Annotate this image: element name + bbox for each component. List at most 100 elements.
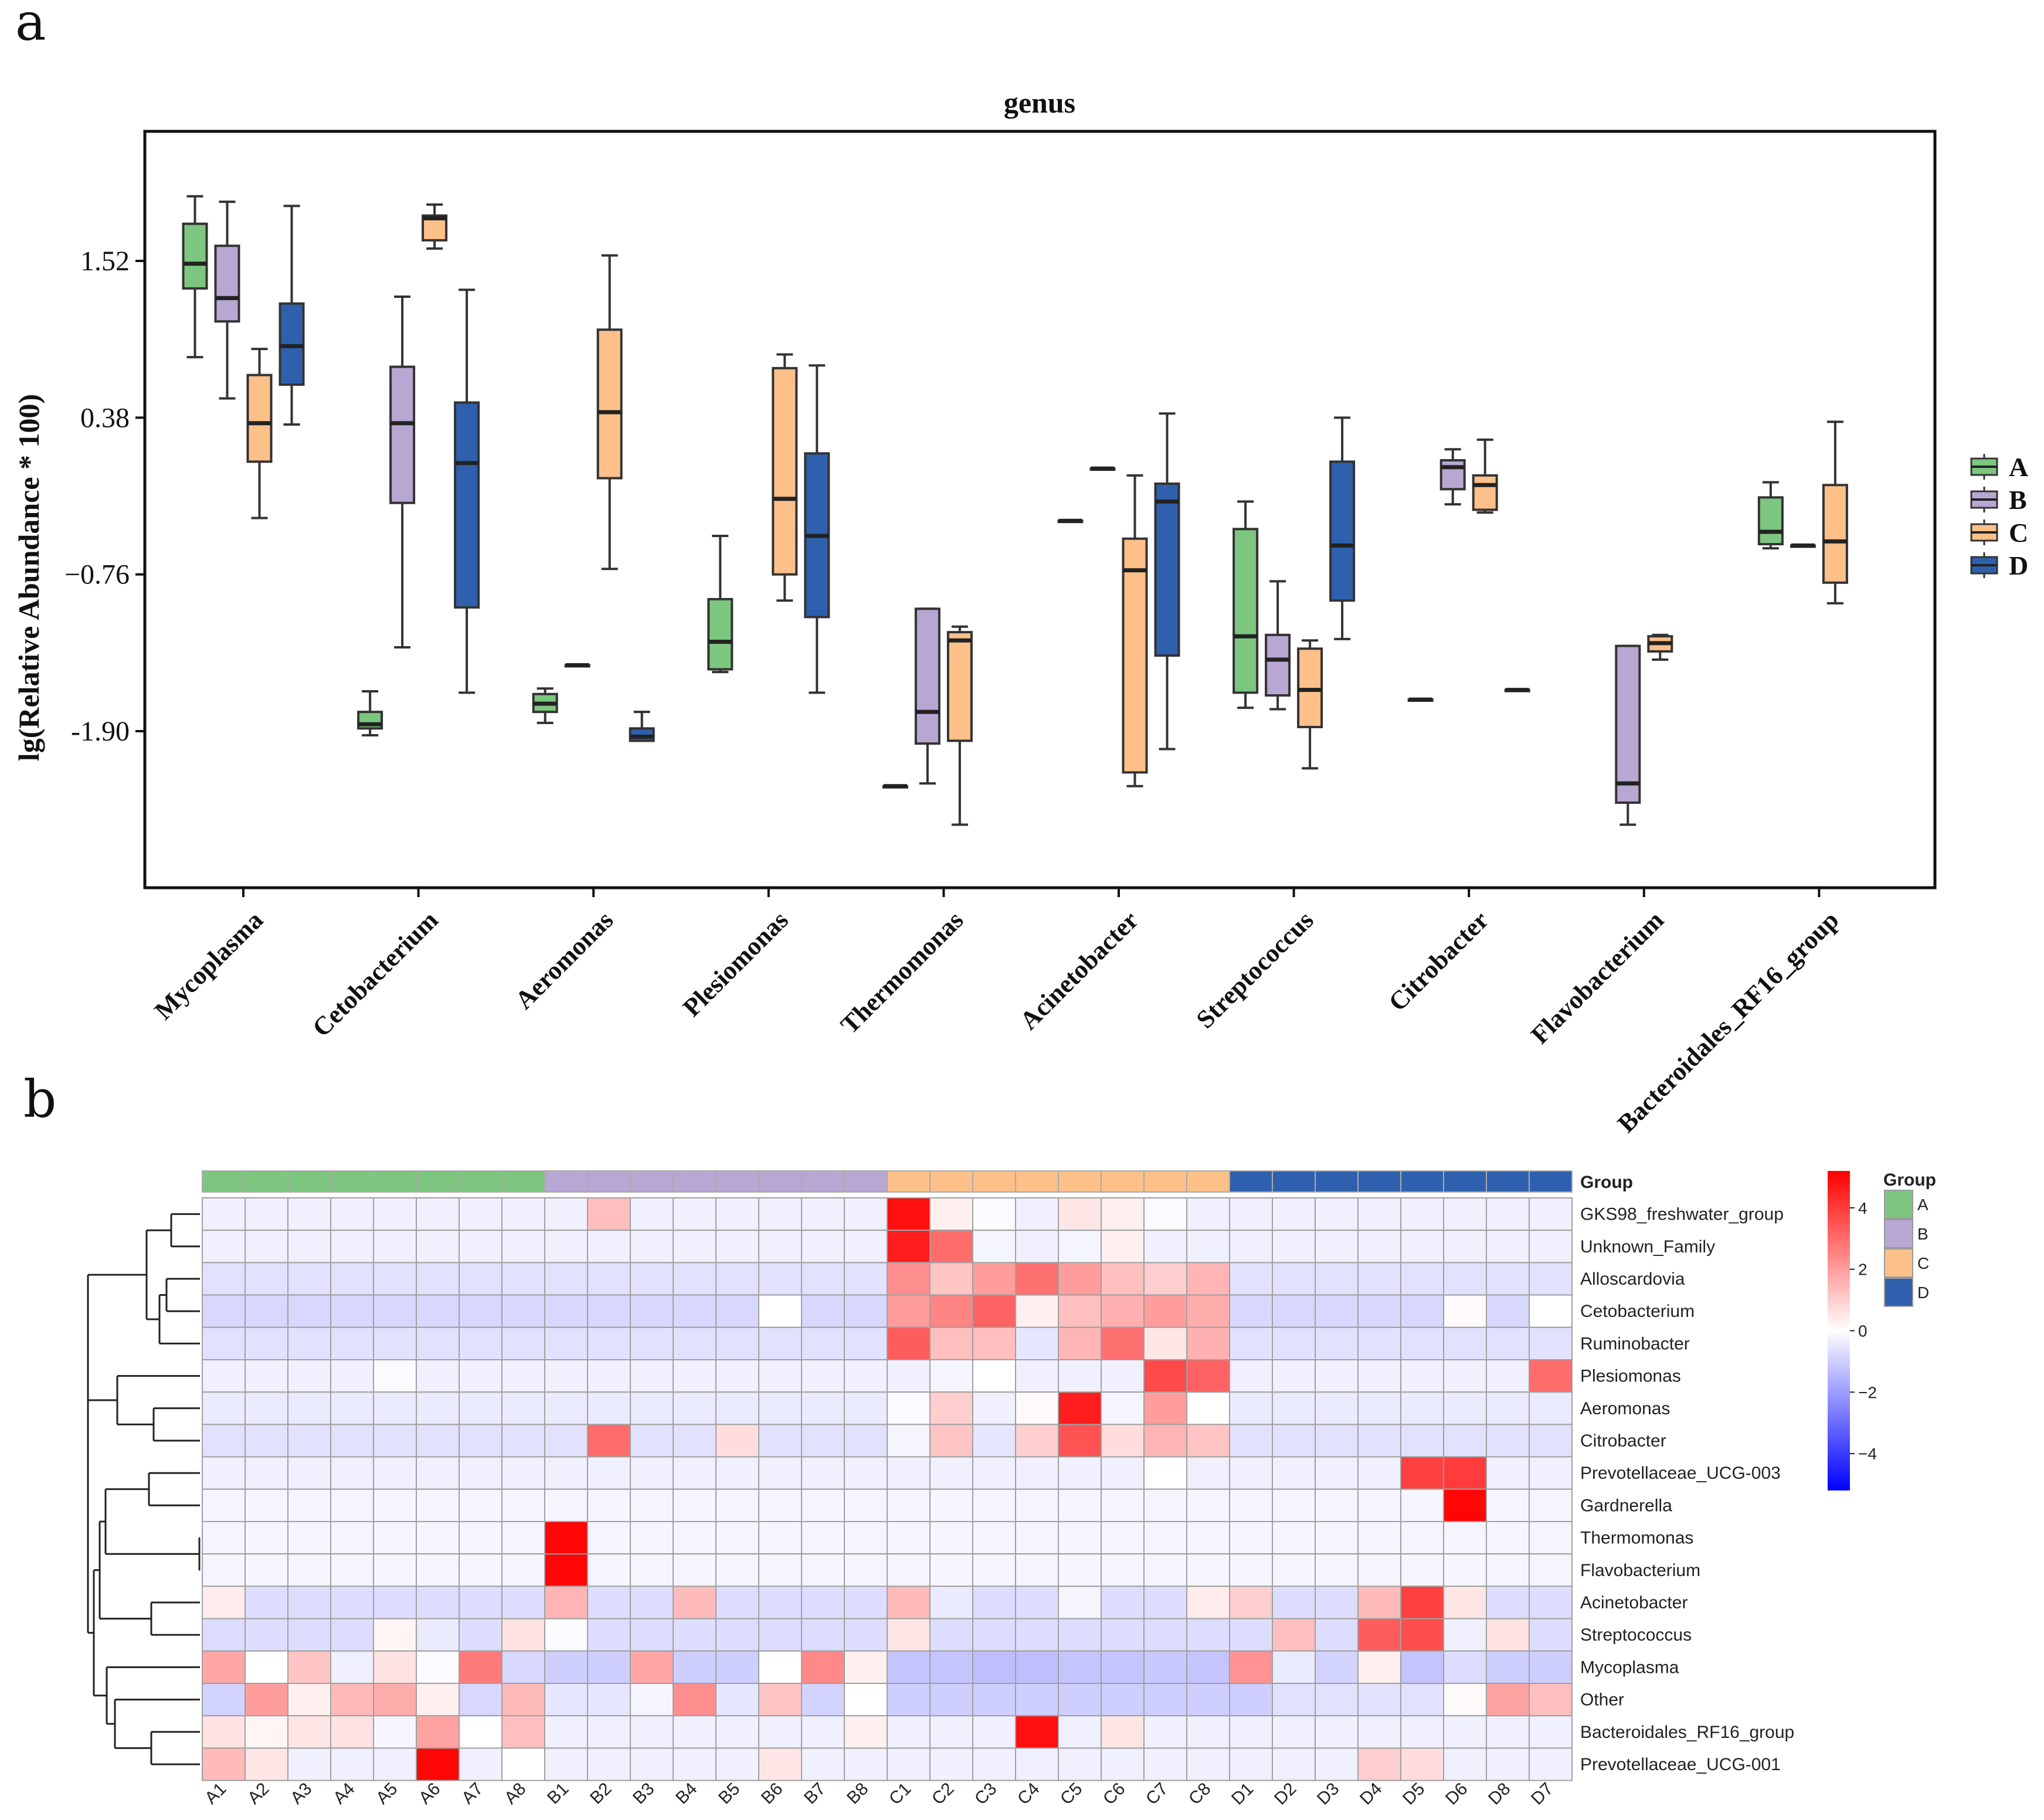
heatmap-cell [1400,1424,1444,1458]
heatmap-cell [202,1294,246,1328]
heatmap-cell [1186,1230,1230,1264]
heatmap-colorbar: 4 2 0 −2 −4 [1828,1171,1877,1490]
heatmap-cell [202,1230,246,1264]
heatmap-cell [1400,1521,1444,1555]
heatmap-cell [1486,1683,1530,1717]
heatmap-column-label: A3 [287,1779,315,1808]
heatmap-cell [245,1359,288,1393]
heatmap-cell [673,1230,717,1264]
heatmap-cell [544,1618,588,1652]
heatmap-cell [287,1553,331,1587]
heatmap-cell [1400,1650,1444,1685]
heatmap-cell [544,1747,588,1781]
box-Citrobacter-D [1504,688,1530,692]
heatmap-cell [972,1262,1016,1296]
heatmap-cell [1229,1424,1273,1458]
box-Plesiomonas-C [772,353,798,602]
group-annotation-cell [844,1170,888,1193]
heatmap-cell [715,1262,759,1296]
box-Acinetobacter-D [1154,412,1180,751]
heatmap-cell [1529,1456,1573,1490]
heatmap-cell [1272,1553,1316,1587]
heatmap-cell [1315,1456,1359,1490]
heatmap-cell [459,1230,502,1264]
heatmap-cell [1315,1618,1359,1652]
heatmap-cell [459,1618,502,1652]
heatmap-cell [1015,1585,1059,1619]
heatmap-cell [1529,1585,1573,1619]
heatmap-cell [245,1326,288,1361]
heatmap-cell [801,1553,845,1587]
heatmap-cell [1058,1262,1102,1296]
heatmap-cell [245,1424,288,1458]
heatmap-column-label: C6 [1099,1779,1129,1808]
heatmap-column-label: B3 [629,1779,658,1808]
heatmap-cell [416,1359,460,1393]
x-tick-label: Citrobacter [1383,905,1495,1017]
heatmap-cell [373,1650,417,1685]
heatmap-row-label: Alloscardovia [1580,1269,1685,1289]
heatmap-cell [1229,1585,1273,1619]
heatmap-cell [1400,1359,1444,1393]
heatmap-cell [373,1488,417,1523]
heatmap-cell [1357,1294,1401,1328]
heatmap-cell [459,1294,502,1328]
heatmap-cell [330,1618,374,1652]
heatmap-row-label: Acinetobacter [1580,1593,1688,1612]
colorbar-tick-label: −2 [1858,1383,1877,1401]
x-tick-label: Cetobacterium [307,905,443,1042]
heatmap-cell [887,1747,931,1781]
heatmap-cell [1229,1521,1273,1555]
x-tick-label: Flavobacterium [1525,905,1669,1049]
heatmap-cell [416,1230,460,1264]
heatmap-cell [844,1326,888,1361]
group-legend-title: Group [1883,1170,1936,1190]
heatmap-cell [287,1747,331,1781]
heatmap-cell [416,1294,460,1328]
heatmap-cell [373,1230,417,1264]
heatmap-cell [630,1294,674,1328]
heatmap-cell [1101,1618,1145,1652]
heatmap-cell [1143,1197,1187,1231]
heatmap-cell [758,1456,802,1490]
heatmap-cell [459,1747,502,1781]
heatmap-cell [715,1553,759,1587]
heatmap-cell [1357,1197,1401,1231]
heatmap-cell [459,1359,502,1393]
heatmap-cell [929,1650,973,1685]
heatmap-cell [1486,1326,1530,1361]
heatmap-cell [1357,1230,1401,1264]
heatmap-cell [1058,1391,1102,1425]
heatmap-cell [1101,1359,1145,1393]
heatmap-cell [715,1715,759,1749]
heatmap-cell [1186,1359,1230,1393]
heatmap-cell [1229,1359,1273,1393]
heatmap-cell [1400,1197,1444,1231]
heatmap-cell [416,1747,460,1781]
heatmap-cell [1229,1456,1273,1490]
box-Cetobacterium-C [422,203,448,250]
heatmap-column-label: B4 [672,1779,701,1808]
heatmap-cell [1229,1553,1273,1587]
heatmap-row-label: Prevotellaceae_UCG-001 [1580,1755,1781,1774]
heatmap-cell [501,1262,545,1296]
group-legend-swatch [1884,1190,1913,1219]
heatmap-cell [1143,1553,1187,1587]
iqr-box [182,222,208,290]
heatmap-cell [202,1456,246,1490]
heatmap-cell [202,1197,246,1231]
heatmap-cell [1443,1488,1487,1523]
iqr-box [1757,496,1784,546]
group-annotation-cell [1058,1170,1102,1193]
heatmap-cell [1101,1585,1145,1619]
heatmap-cell [1529,1715,1573,1749]
heatmap-cell [1357,1456,1401,1490]
heatmap-cell [416,1488,460,1523]
heatmap-cell [1529,1326,1573,1361]
heatmap-cell [801,1618,845,1652]
heatmap-cell [1443,1585,1487,1619]
heatmap-cell [1529,1683,1573,1717]
heatmap-cell [1143,1747,1187,1781]
heatmap-cell [929,1197,973,1231]
